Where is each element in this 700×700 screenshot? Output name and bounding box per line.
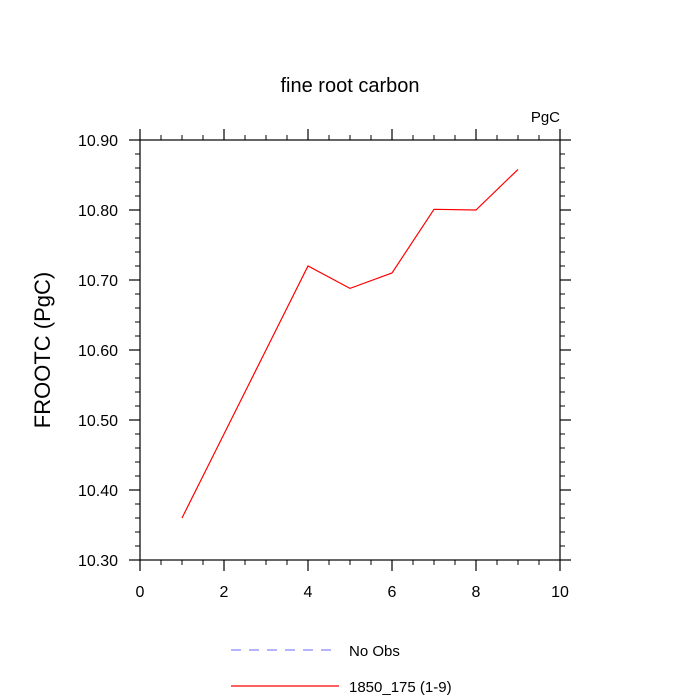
legend: No Obs 1850_175 (1-9) bbox=[231, 643, 452, 696]
units-label: PgC bbox=[531, 109, 560, 126]
x-tick-label: 10 bbox=[551, 584, 569, 601]
x-tick-label: 6 bbox=[388, 584, 397, 601]
y-tick-label: 10.30 bbox=[78, 553, 118, 570]
x-tick-label: 4 bbox=[304, 584, 313, 601]
legend-label: 1850_175 (1-9) bbox=[349, 679, 452, 696]
plot-frame bbox=[139, 139, 561, 561]
tick-labels: 0 2 4 6 8 10 10.30 10.40 10.50 10.60 10.70 10.80 10.… bbox=[78, 133, 569, 601]
series-layer bbox=[181, 168, 519, 519]
y-tick-label: 10.40 bbox=[78, 483, 118, 500]
y-tick-label: 10.60 bbox=[78, 343, 118, 360]
y-axis-label: FROOTC (PgC) bbox=[30, 272, 55, 428]
y-tick-label: 10.50 bbox=[78, 413, 118, 430]
x-tick-label: 2 bbox=[220, 584, 229, 601]
x-tick-label: 0 bbox=[136, 584, 145, 601]
chart-title: fine root carbon bbox=[281, 75, 420, 97]
axis-ticks bbox=[129, 129, 571, 571]
legend-label: No Obs bbox=[349, 643, 400, 660]
series-line bbox=[181, 168, 519, 519]
y-tick-label: 10.70 bbox=[78, 273, 118, 290]
y-tick-label: 10.90 bbox=[78, 133, 118, 150]
y-tick-label: 10.80 bbox=[78, 203, 118, 220]
x-tick-label: 8 bbox=[472, 584, 481, 601]
